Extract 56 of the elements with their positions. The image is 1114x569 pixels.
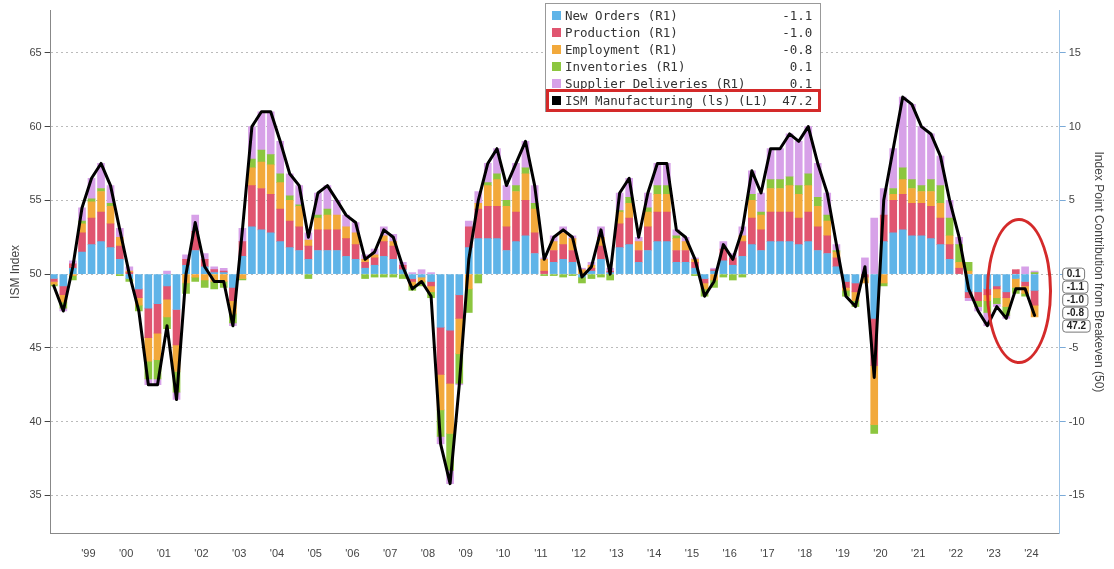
x-tick-label: '19 [835, 547, 850, 560]
y2-tick-label: -5 [1068, 340, 1079, 353]
x-tick-label: '16 [722, 547, 737, 560]
x-tick-label: '05 [307, 547, 322, 560]
x-tick-label: '07 [382, 547, 398, 560]
y2-axis-title: Index Point Contribution from Breakeven (50) [1092, 151, 1107, 393]
y2-tick-label: 15 [1068, 45, 1081, 58]
y-tick-label: 60 [29, 119, 42, 132]
y-tick-label: 40 [29, 414, 42, 427]
legend-label: ISM Manufacturing (ls) (L1) 47.2 [565, 93, 813, 108]
x-tick-label: '12 [571, 547, 586, 560]
y-tick-label: 65 [29, 45, 42, 58]
text: -0.8 [1066, 306, 1084, 318]
x-tick-label: '13 [609, 547, 624, 560]
x-tick-label: '00 [118, 547, 134, 560]
y2-tick-label: 10 [1068, 119, 1081, 132]
y-tick-label: 50 [29, 267, 42, 280]
x-tick-label: '21 [911, 547, 926, 560]
text: -1.1 [1066, 280, 1084, 292]
text: 0.1 [1066, 267, 1081, 279]
x-tick-label: '02 [194, 547, 209, 560]
annotation: -0.8 [781, 42, 813, 57]
y-tick-label: 55 [29, 193, 42, 206]
text: Supplier Deliveries (R1) 0.1 [565, 76, 813, 91]
x-tick-label: '15 [684, 547, 700, 560]
x-tick-label: '06 [345, 547, 360, 560]
y2-tick-label: 5 [1068, 193, 1075, 206]
annotation: 0.1 [788, 59, 813, 74]
y2-tick-label: -15 [1068, 488, 1085, 501]
text: -1.0 [1066, 293, 1084, 305]
text: Production (R1) [565, 25, 678, 40]
y-axis-title: ISM Index [7, 244, 22, 299]
y-tick-label: 35 [29, 488, 42, 501]
x-tick-label: '22 [948, 547, 964, 560]
text: Employment (R1) [565, 42, 678, 57]
x-tick-label: '23 [986, 547, 1001, 560]
x-tick-label: '18 [797, 547, 813, 560]
y2-tick-label: -10 [1068, 414, 1085, 427]
annotation: -1.1 [781, 8, 813, 23]
text: 47.2 [1066, 319, 1087, 331]
x-tick-label: '17 [760, 547, 775, 560]
annotation: -1.0 [781, 25, 813, 40]
x-tick-label: '14 [646, 547, 662, 560]
x-tick-label: '09 [458, 547, 473, 560]
y-tick-label: 45 [29, 340, 42, 353]
x-tick-label: '20 [873, 547, 888, 560]
text: Inventories (R1) [565, 59, 686, 74]
text: New Orders (R1) [565, 8, 678, 23]
x-tick-label: '04 [269, 547, 285, 560]
x-tick-label: '03 [232, 547, 247, 560]
x-tick-label: '08 [420, 547, 436, 560]
x-tick-label: '24 [1024, 547, 1039, 560]
x-tick-label: '10 [496, 547, 511, 560]
x-tick-label: '99 [81, 547, 96, 560]
x-tick-label: '01 [156, 547, 171, 560]
x-tick-label: '11 [534, 547, 548, 560]
